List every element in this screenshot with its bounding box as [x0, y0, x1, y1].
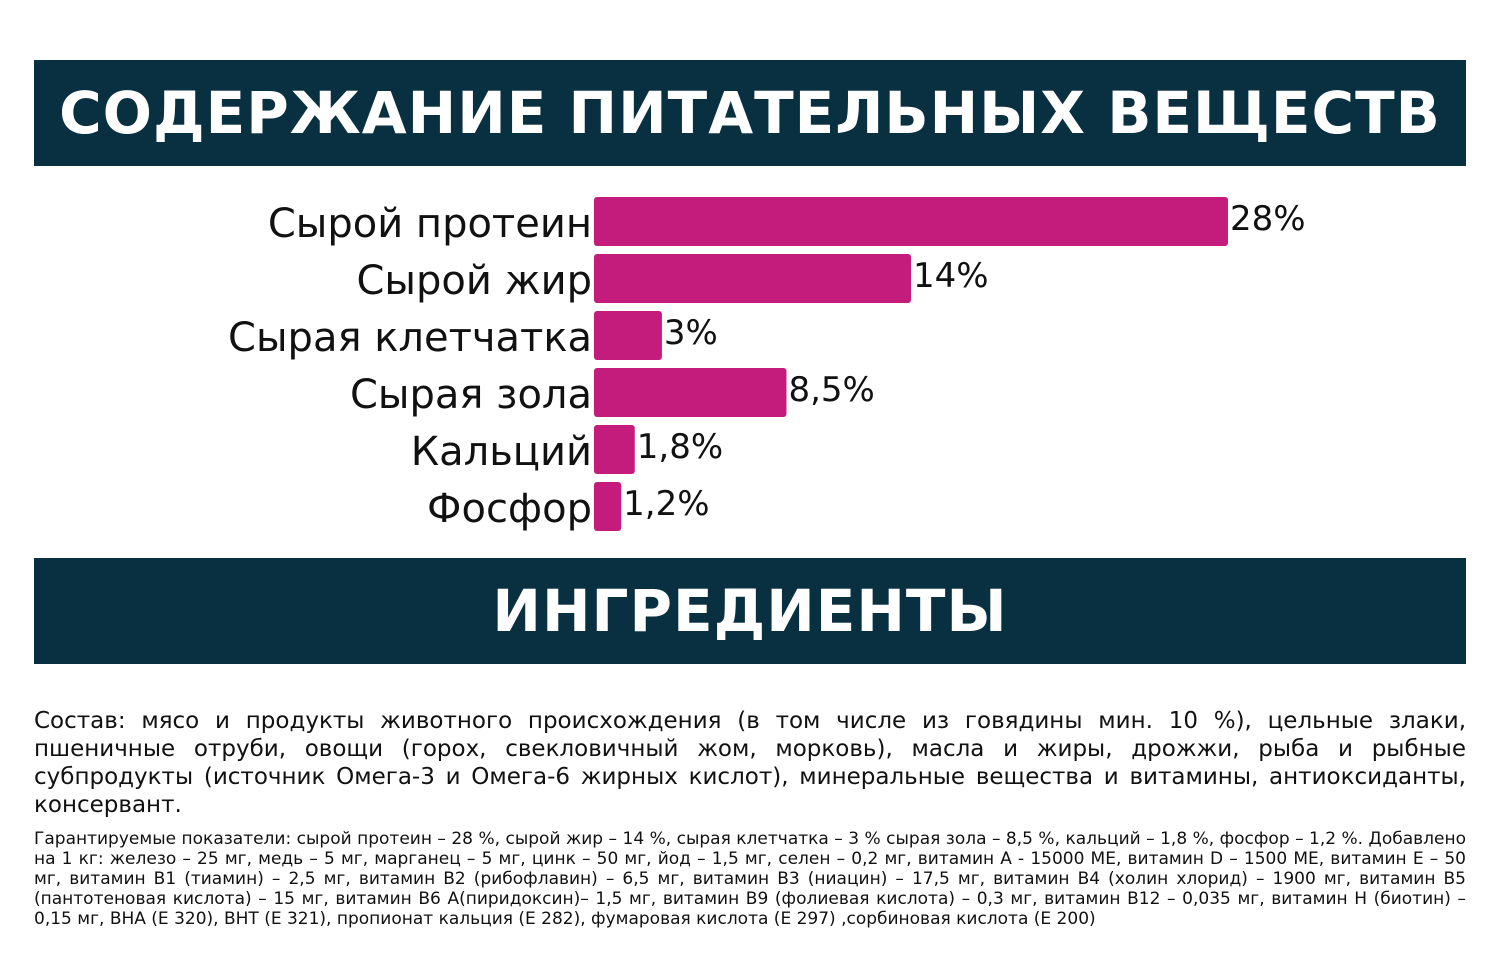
value-label-1: 14% — [913, 256, 989, 296]
bar-4 — [594, 425, 635, 474]
nutrients-title: СОДЕРЖАНИЕ ПИТАТЕЛЬНЫХ ВЕЩЕСТВ — [59, 79, 1441, 147]
value-label-4: 1,8% — [637, 427, 723, 467]
value-label-0: 28% — [1230, 199, 1306, 239]
ingredients-banner: ИНГРЕДИЕНТЫ — [34, 558, 1466, 664]
bar-5 — [594, 482, 622, 531]
nutrients-banner: СОДЕРЖАНИЕ ПИТАТЕЛЬНЫХ ВЕЩЕСТВ — [34, 60, 1466, 166]
bar-3 — [594, 368, 787, 417]
value-label-2: 3% — [664, 313, 718, 353]
category-label-2: Сырая клетчатка — [228, 315, 592, 361]
bar-2 — [594, 311, 662, 360]
ingredients-title: ИНГРЕДИЕНТЫ — [492, 577, 1008, 645]
category-label-4: Кальций — [411, 429, 592, 475]
bar-0 — [594, 197, 1228, 246]
bar-1 — [594, 254, 911, 303]
value-label-3: 8,5% — [788, 370, 874, 410]
category-label-0: Сырой протеин — [268, 201, 592, 247]
composition-text: Состав: мясо и продукты животного происх… — [34, 708, 1466, 818]
category-label-1: Сырой жир — [356, 258, 592, 304]
value-label-5: 1,2% — [623, 484, 709, 524]
category-label-5: Фосфор — [427, 486, 592, 532]
guarantee-text: Гарантируемые показатели: сырой протеин … — [34, 829, 1466, 929]
category-label-3: Сырая зола — [350, 372, 592, 418]
